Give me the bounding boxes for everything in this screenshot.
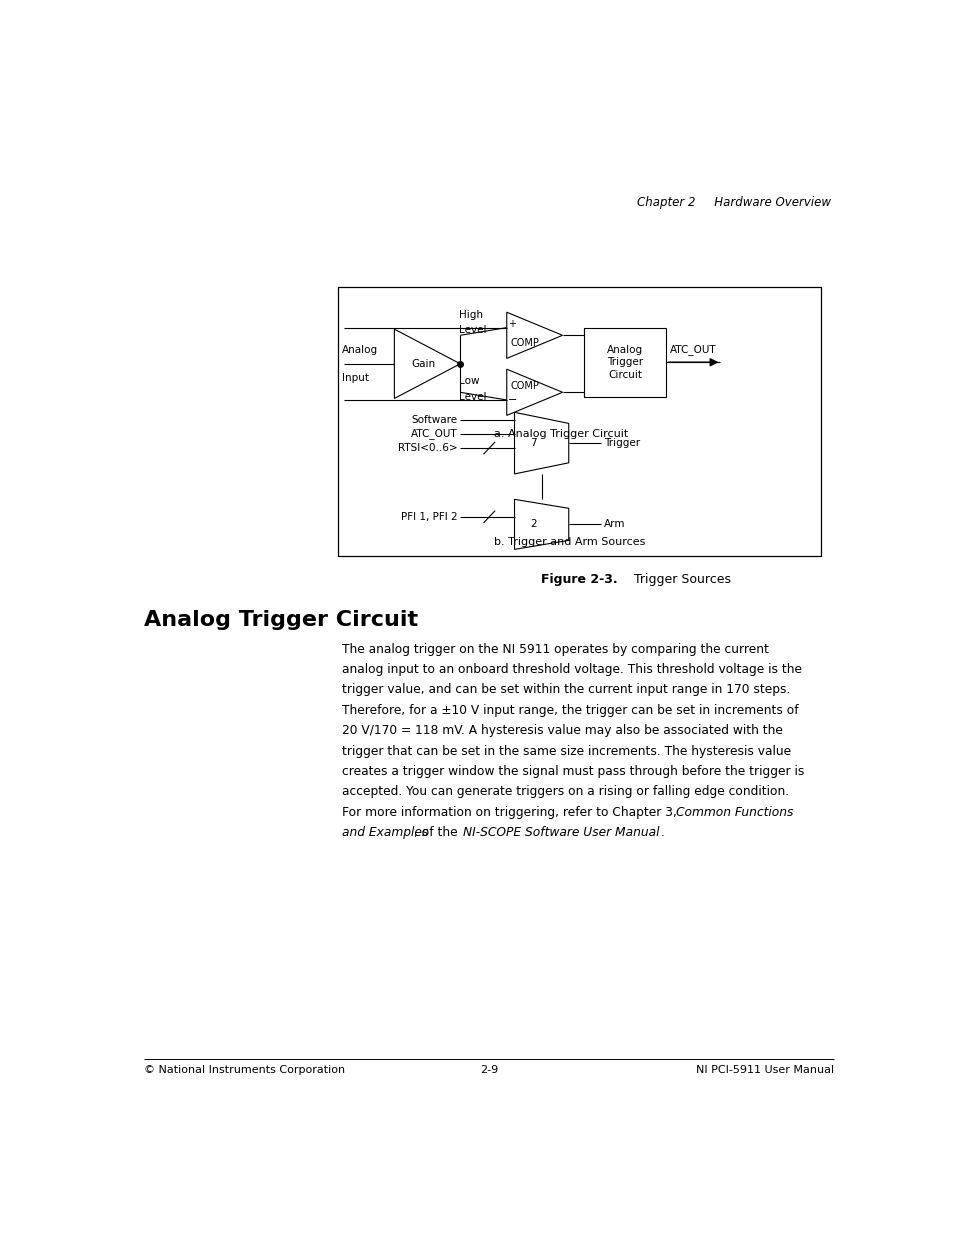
Polygon shape (514, 412, 568, 474)
Text: Trigger: Trigger (604, 438, 639, 448)
Text: .: . (660, 826, 664, 840)
Text: 2-9: 2-9 (479, 1066, 497, 1076)
Text: , of the: , of the (414, 826, 460, 840)
Polygon shape (506, 369, 562, 415)
Text: ATC_OUT: ATC_OUT (670, 343, 716, 354)
Text: ATC_OUT: ATC_OUT (411, 429, 457, 440)
Text: RTSI<0..6>: RTSI<0..6> (398, 443, 457, 453)
Bar (337, 287, 820, 556)
Text: COMP: COMP (510, 380, 539, 390)
Text: PFI 1, PFI 2: PFI 1, PFI 2 (401, 511, 457, 522)
Text: High: High (458, 310, 482, 320)
Text: NI-SCOPE Software User Manual: NI-SCOPE Software User Manual (462, 826, 659, 840)
Text: +: + (508, 319, 516, 330)
Text: 2: 2 (530, 520, 537, 530)
Polygon shape (514, 499, 568, 550)
Text: For more information on triggering, refer to Chapter 3,: For more information on triggering, refe… (342, 805, 680, 819)
Text: −: − (508, 395, 517, 405)
Text: trigger value, and can be set within the current input range in 170 steps.: trigger value, and can be set within the… (342, 683, 790, 697)
Text: Gain: Gain (411, 359, 435, 369)
Text: Software: Software (412, 415, 457, 425)
Text: Low: Low (458, 377, 478, 387)
Text: and Examples: and Examples (342, 826, 428, 840)
Text: © National Instruments Corporation: © National Instruments Corporation (144, 1066, 345, 1076)
Text: NI PCI-5911 User Manual: NI PCI-5911 User Manual (695, 1066, 833, 1076)
Text: Level: Level (458, 391, 486, 401)
Text: The analog trigger on the NI 5911 operates by comparing the current: The analog trigger on the NI 5911 operat… (342, 642, 768, 656)
Text: Analog: Analog (341, 345, 377, 354)
Text: COMP: COMP (510, 338, 539, 348)
Text: 20 V/170 = 118 mV. A hysteresis value may also be associated with the: 20 V/170 = 118 mV. A hysteresis value ma… (342, 724, 782, 737)
Text: a. Analog Trigger Circuit: a. Analog Trigger Circuit (494, 430, 628, 440)
Text: trigger that can be set in the same size increments. The hysteresis value: trigger that can be set in the same size… (342, 745, 791, 757)
Text: Circuit: Circuit (607, 369, 641, 379)
Polygon shape (394, 330, 459, 399)
Text: Arm: Arm (604, 520, 625, 530)
Text: Chapter 2     Hardware Overview: Chapter 2 Hardware Overview (637, 196, 831, 209)
Bar (583, 327, 665, 396)
Text: Analog Trigger Circuit: Analog Trigger Circuit (144, 610, 417, 630)
Text: Trigger: Trigger (606, 357, 642, 367)
Text: analog input to an onboard threshold voltage. This threshold voltage is the: analog input to an onboard threshold vol… (342, 663, 801, 676)
Text: 7: 7 (530, 438, 537, 448)
Text: Figure 2-3.: Figure 2-3. (540, 573, 617, 587)
Text: Input: Input (341, 373, 368, 383)
Polygon shape (506, 312, 562, 358)
Text: b. Trigger and Arm Sources: b. Trigger and Arm Sources (494, 537, 644, 547)
Text: Level: Level (458, 325, 486, 336)
Text: Therefore, for a ±10 V input range, the trigger can be set in increments of: Therefore, for a ±10 V input range, the … (342, 704, 799, 716)
Text: creates a trigger window the signal must pass through before the trigger is: creates a trigger window the signal must… (342, 764, 804, 778)
Text: Trigger Sources: Trigger Sources (625, 573, 730, 587)
Text: Common Functions: Common Functions (675, 805, 792, 819)
Text: Analog: Analog (606, 345, 642, 354)
Text: accepted. You can generate triggers on a rising or falling edge condition.: accepted. You can generate triggers on a… (342, 785, 789, 798)
